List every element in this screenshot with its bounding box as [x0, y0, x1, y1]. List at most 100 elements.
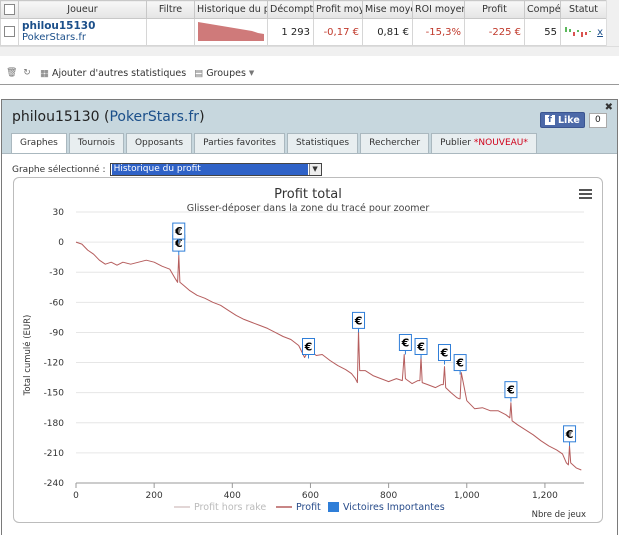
history-sparkline	[198, 21, 264, 41]
legend-item-profit[interactable]: Profit	[296, 502, 321, 513]
victory-marker-label: €	[565, 428, 574, 441]
legend-item-victoires[interactable]: Victoires Importantes	[343, 502, 445, 513]
profit-cell: -225 €	[464, 18, 525, 46]
filter-cell	[146, 18, 195, 46]
x-tick-label: 200	[146, 491, 163, 501]
chart-legend: Profit hors rake Profit Victoires Import…	[174, 502, 445, 513]
facebook-like-widget: f Like 0	[540, 112, 607, 128]
victory-marker-label: €	[455, 357, 464, 370]
stats-icon: ▦	[40, 67, 49, 79]
victory-marker-label: €	[354, 314, 363, 327]
new-badge: *NOUVEAU*	[473, 138, 528, 148]
player-site: PokerStars.fr	[22, 32, 87, 43]
panel-site-link[interactable]: PokerStars.fr	[109, 109, 200, 125]
col-header-competitions[interactable]: Compé	[524, 0, 561, 19]
table-vertical-scrollbar[interactable]	[606, 0, 619, 56]
col-header-roi[interactable]: ROI moyen	[412, 0, 465, 19]
victory-marker-label: €	[401, 336, 410, 349]
stats-table: Joueur Filtre Historique du p Décompt Pr…	[0, 0, 607, 46]
chart-subtitle: Glisser-déposer dans la zone du tracé po…	[187, 203, 430, 214]
row-checkbox-cell[interactable]	[0, 18, 19, 46]
victory-marker-label: €	[440, 347, 449, 360]
add-stats-label: Ajouter d'autres statistiques	[51, 67, 187, 79]
tab-publier[interactable]: Publier *NOUVEAU*	[431, 133, 537, 153]
tab-opposants[interactable]: Opposants	[125, 133, 193, 153]
col-header-joueur[interactable]: Joueur	[18, 0, 147, 19]
panel-tabs: Graphes Tournois Opposants Parties favor…	[11, 133, 537, 154]
tab-parties-favorites[interactable]: Parties favorites	[194, 133, 285, 153]
y-axis-ticks: 30 0 -30 -60 -90 -120 -150 -180 -210 -240	[44, 208, 65, 489]
victory-marker[interactable]: €	[398, 333, 412, 355]
facebook-like-label: Like	[558, 114, 580, 126]
refresh-icon[interactable]: ↻	[23, 68, 31, 78]
victory-marker[interactable]: €	[504, 381, 518, 402]
panel-title: philou15130 (PokerStars.fr)	[12, 109, 205, 125]
y-tick-label: -120	[44, 359, 65, 369]
facebook-like-button[interactable]: f Like	[540, 112, 585, 128]
y-tick-label: -240	[44, 479, 65, 489]
mise-moy-cell: 0,81 €	[362, 18, 413, 46]
row-checkbox[interactable]	[4, 26, 15, 38]
col-header-historique[interactable]: Historique du p	[194, 0, 268, 19]
y-tick-label: -210	[44, 449, 65, 459]
legend-item-profit-hors-rake[interactable]: Profit hors rake	[194, 502, 266, 513]
y-tick-label: -30	[49, 268, 64, 278]
close-icon[interactable]: ✖	[604, 102, 613, 113]
victory-marker[interactable]: €	[563, 425, 577, 446]
victory-marker[interactable]: €	[172, 222, 186, 244]
groups-dropdown[interactable]: ▤ Groupes ▼	[194, 68, 254, 79]
victory-marker-label: €	[174, 237, 183, 250]
stats-table-area: Joueur Filtre Historique du p Décompt Pr…	[0, 0, 619, 85]
col-header-filtre[interactable]: Filtre	[146, 0, 195, 19]
trash-icon[interactable]: 🗑	[6, 68, 18, 78]
series-line-profit	[75, 241, 582, 471]
remove-row-link[interactable]: x	[597, 26, 603, 38]
profit-chart[interactable]: Profit total Glisser-déposer dans la zon…	[14, 178, 602, 522]
chart-grid	[76, 211, 584, 484]
victory-marker-label: €	[416, 340, 425, 353]
victory-marker[interactable]: €	[302, 337, 316, 359]
select-all-checkbox[interactable]	[4, 4, 15, 15]
chart-title: Profit total	[274, 187, 342, 202]
facebook-icon: f	[545, 115, 555, 125]
tab-graphes[interactable]: Graphes	[11, 133, 67, 154]
player-panel: philou15130 (PokerStars.fr) ✖ f Like 0 G…	[1, 99, 618, 535]
tab-tournois[interactable]: Tournois	[68, 133, 124, 153]
victory-marker[interactable]: €	[352, 311, 366, 333]
table-row[interactable]: philou15130 PokerStars.fr 1 293 -0,17 € …	[0, 18, 607, 46]
chart-container[interactable]: Profit total Glisser-déposer dans la zon…	[13, 177, 603, 523]
y-tick-label: -150	[44, 389, 65, 399]
col-header-statut[interactable]: Statut	[560, 0, 607, 19]
x-tick-label: 1,200	[532, 491, 558, 501]
y-tick-label: -180	[44, 419, 65, 429]
player-name-link[interactable]: philou15130	[22, 20, 96, 32]
tab-statistiques[interactable]: Statistiques	[286, 133, 359, 153]
chart-menu-icon[interactable]	[579, 189, 592, 199]
player-cell[interactable]: philou15130 PokerStars.fr	[18, 18, 147, 46]
victory-marker[interactable]: €	[437, 344, 451, 365]
col-header-profit[interactable]: Profit	[464, 0, 525, 19]
y-axis-label: Total cumulé (EUR)	[22, 315, 33, 397]
graph-select[interactable]: Historique du profit ▼	[109, 163, 322, 176]
add-stats-button[interactable]: ▦ Ajouter d'autres statistiques	[40, 68, 186, 79]
victory-marker[interactable]: €	[414, 337, 428, 359]
profit-moy-cell: -0,17 €	[313, 18, 363, 46]
chart-series	[75, 241, 582, 471]
col-header-mise-moy[interactable]: Mise moye	[362, 0, 413, 19]
chart-markers: €€€€€ € €€€€	[172, 222, 577, 446]
facebook-like-count: 0	[588, 112, 607, 128]
chevron-down-icon: ▼	[308, 164, 321, 175]
groups-icon: ▤	[194, 67, 204, 79]
col-header-decompte[interactable]: Décompt	[267, 0, 314, 19]
graph-selector-row: Graphe sélectionné : Historique du profi…	[12, 163, 322, 176]
victory-marker-label: €	[304, 340, 313, 353]
x-tick-label: 600	[302, 491, 319, 501]
victory-marker[interactable]: €	[453, 354, 467, 375]
table-horizontal-scrollbar[interactable]	[0, 46, 619, 56]
x-axis-ticks: 0 200 400 600 800 1,000 1,200	[73, 483, 558, 501]
select-all-checkbox-cell[interactable]	[0, 0, 19, 19]
decompte-cell: 1 293	[267, 18, 314, 46]
col-header-profit-moy[interactable]: Profit moy	[313, 0, 363, 19]
victory-marker-label: €	[506, 384, 515, 397]
tab-rechercher[interactable]: Rechercher	[360, 133, 430, 153]
